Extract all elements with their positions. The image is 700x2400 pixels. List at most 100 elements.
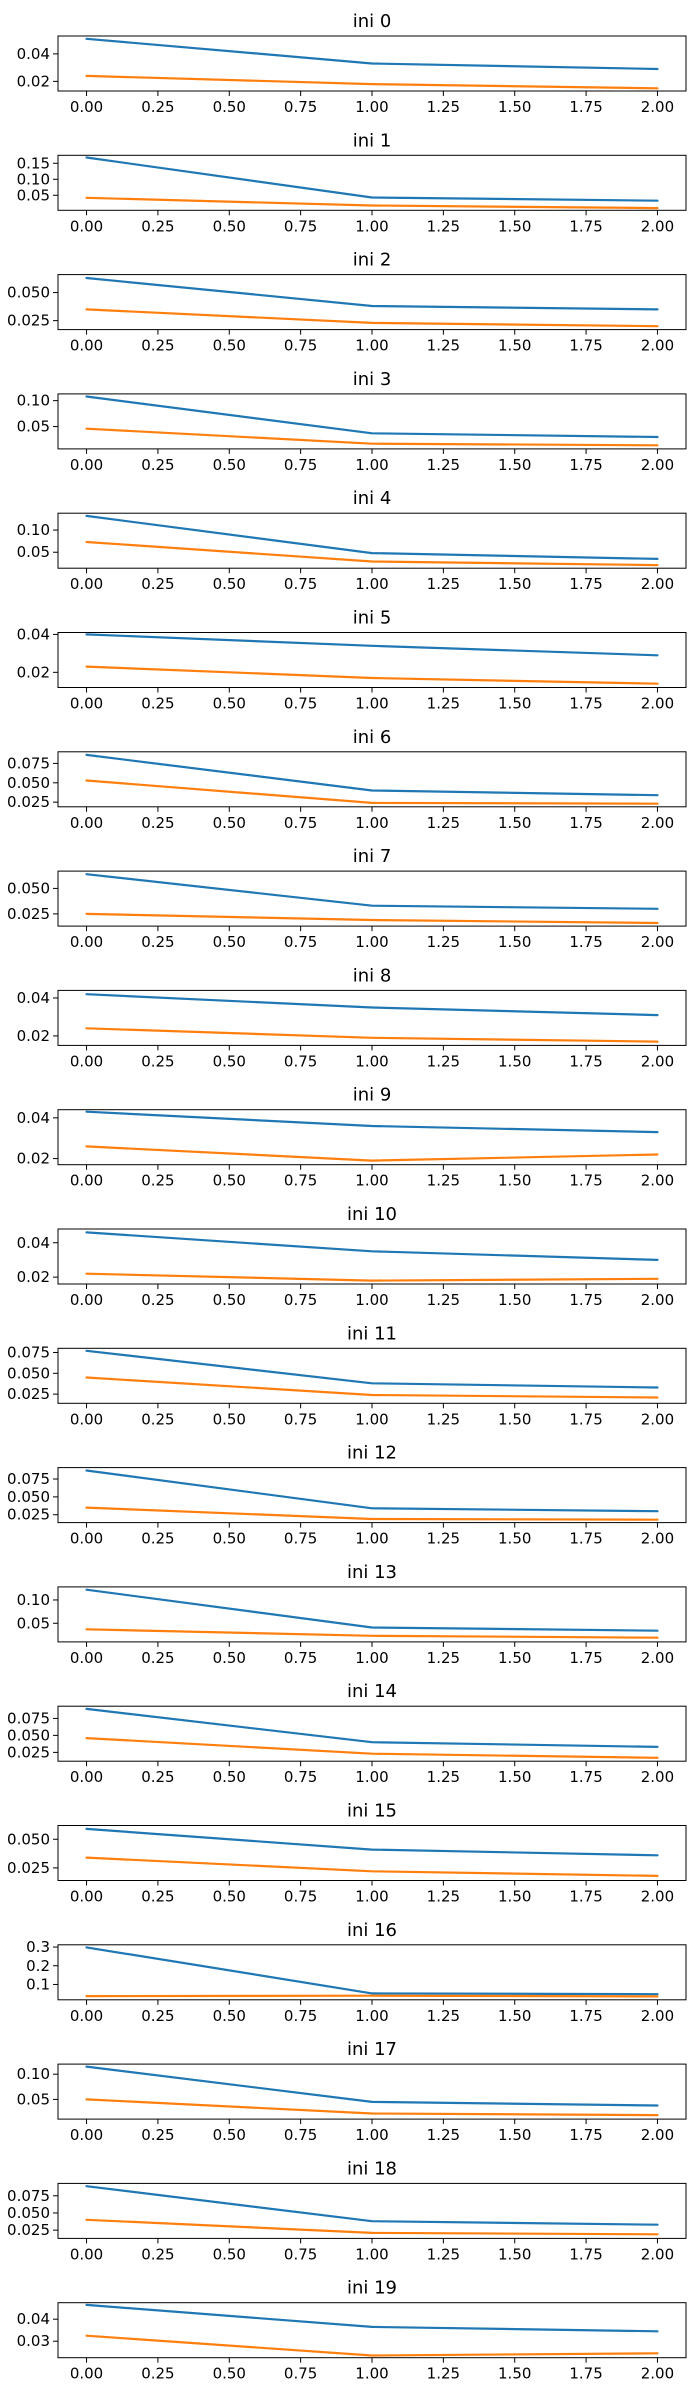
- subplot-title: ini 6: [353, 727, 392, 748]
- x-tick-label: 0.50: [213, 1888, 246, 1906]
- x-tick-label: 2.00: [641, 1172, 674, 1190]
- x-tick-label: 0.50: [213, 575, 246, 593]
- series-line-0: [85, 633, 659, 657]
- x-tick-label: 1.50: [498, 1052, 531, 1070]
- x-tick-label: 2.00: [641, 1291, 674, 1309]
- x-tick-label: 1.50: [498, 98, 531, 116]
- y-tick-label: 0.03: [17, 2332, 50, 2350]
- y-tick-label: 0.10: [17, 170, 50, 188]
- x-tick-label: 1.75: [569, 1291, 602, 1309]
- x-tick-label: 0.00: [70, 1530, 103, 1548]
- series-line-1: [85, 196, 659, 210]
- x-tick-label: 0.75: [284, 814, 317, 832]
- x-tick-label: 0.75: [284, 575, 317, 593]
- series-line-1: [85, 1736, 659, 1759]
- series-line-0: [85, 1827, 659, 1857]
- x-tick-label: 1.50: [498, 2245, 531, 2263]
- series-line-1: [85, 1994, 659, 1998]
- x-tick-label: 2.00: [641, 1410, 674, 1428]
- series-line-1: [85, 1145, 659, 1162]
- x-tick-label: 2.00: [641, 1888, 674, 1906]
- x-tick-label: 2.00: [641, 575, 674, 593]
- y-tick-label: 0.025: [7, 2221, 50, 2239]
- x-tick-label: 0.25: [141, 1768, 174, 1786]
- x-tick-label: 1.00: [355, 1410, 388, 1428]
- x-tick-label: 2.00: [641, 1530, 674, 1548]
- y-tick-label: 0.04: [17, 45, 50, 63]
- x-tick-label: 0.25: [141, 1410, 174, 1428]
- series-line-1: [85, 2218, 659, 2236]
- y-tick-label: 0.075: [7, 1709, 50, 1727]
- series-line-0: [85, 156, 659, 202]
- subplot-10: ini 10 0.00 0.25 0.50 0.75 1.00 1.25 1.50 1.75 2.…: [17, 1204, 687, 1309]
- x-tick-label: 1.50: [498, 575, 531, 593]
- x-tick-label: 0.25: [141, 1530, 174, 1548]
- x-tick-label: 0.25: [141, 1888, 174, 1906]
- x-tick-label: 1.00: [355, 456, 388, 474]
- x-tick-label: 0.00: [70, 1768, 103, 1786]
- subplot-8: ini 8 0.00 0.25 0.50 0.75 1.00 1.25 1.50 1.75 2.0…: [17, 965, 687, 1070]
- subplot-6: ini 6 0.00 0.25 0.50 0.75 1.00 1.25 1.50 1.75 2.0…: [7, 727, 687, 832]
- x-tick-label: 1.25: [427, 1291, 460, 1309]
- series-line-0: [85, 514, 659, 561]
- x-tick-label: 1.75: [569, 337, 602, 355]
- x-tick-label: 1.00: [355, 575, 388, 593]
- x-tick-label: 1.00: [355, 1768, 388, 1786]
- subplot-title: ini 2: [353, 250, 392, 271]
- series-line-1: [85, 912, 659, 925]
- x-tick-label: 0.00: [70, 695, 103, 713]
- series-line-0: [85, 1231, 659, 1262]
- series-line-0: [85, 873, 659, 910]
- series-line-1: [85, 2334, 659, 2357]
- x-tick-label: 0.50: [213, 2245, 246, 2263]
- subplot-title: ini 7: [353, 846, 392, 867]
- axes-frame: [57, 1467, 687, 1524]
- y-tick-label: 0.02: [17, 1268, 50, 1286]
- x-tick-label: 1.75: [569, 456, 602, 474]
- axes-frame: [57, 274, 687, 331]
- subplot-19: ini 19 0.00 0.25 0.50 0.75 1.00 1.25 1.50 1.75 2.…: [17, 2278, 687, 2383]
- x-tick-label: 0.25: [141, 1172, 174, 1190]
- x-tick-label: 0.25: [141, 933, 174, 951]
- y-tick-label: 0.10: [17, 521, 50, 539]
- x-tick-label: 2.00: [641, 814, 674, 832]
- y-tick-label: 0.10: [17, 2065, 50, 2083]
- y-tick-label: 0.075: [7, 1343, 50, 1361]
- x-tick-label: 2.00: [641, 1649, 674, 1667]
- x-tick-label: 0.25: [141, 695, 174, 713]
- x-tick-label: 1.25: [427, 2365, 460, 2383]
- x-tick-label: 1.00: [355, 217, 388, 235]
- y-tick-label: 0.05: [17, 418, 50, 436]
- series-line-1: [85, 74, 659, 90]
- subplot-1: ini 1 0.00 0.25 0.50 0.75 1.00 1.25 1.50 1.75 2.0…: [17, 130, 687, 235]
- x-tick-label: 0.75: [284, 98, 317, 116]
- y-tick-label: 0.02: [17, 72, 50, 90]
- x-tick-label: 1.25: [427, 98, 460, 116]
- x-tick-label: 2.00: [641, 2365, 674, 2383]
- series-line-1: [85, 427, 659, 447]
- x-tick-label: 0.75: [284, 695, 317, 713]
- y-tick-label: 0.025: [7, 793, 50, 811]
- y-tick-label: 0.025: [7, 905, 50, 923]
- subplot-0: ini 0 0.00 0.25 0.50 0.75 1.00 1.25 1.50 1.75 2.0…: [17, 11, 687, 116]
- x-tick-label: 1.75: [569, 933, 602, 951]
- x-tick-label: 1.25: [427, 1768, 460, 1786]
- x-tick-label: 1.25: [427, 1172, 460, 1190]
- x-tick-label: 1.25: [427, 1888, 460, 1906]
- x-tick-label: 1.00: [355, 695, 388, 713]
- y-tick-label: 0.05: [17, 1614, 50, 1632]
- x-tick-label: 1.75: [569, 1888, 602, 1906]
- series-line-1: [85, 540, 659, 567]
- subplot-14: ini 14 0.00 0.25 0.50 0.75 1.00 1.25 1.50 1.75 2.…: [7, 1681, 687, 1786]
- x-tick-label: 1.00: [355, 1888, 388, 1906]
- x-tick-label: 1.00: [355, 2365, 388, 2383]
- x-tick-label: 0.50: [213, 2126, 246, 2144]
- x-tick-label: 0.25: [141, 1291, 174, 1309]
- series-line-1: [85, 1628, 659, 1639]
- subplot-title: ini 19: [347, 2278, 397, 2299]
- x-tick-label: 2.00: [641, 456, 674, 474]
- y-tick-label: 0.15: [17, 154, 50, 172]
- x-tick-label: 2.00: [641, 1052, 674, 1070]
- x-tick-label: 1.75: [569, 1530, 602, 1548]
- x-tick-label: 1.75: [569, 2007, 602, 2025]
